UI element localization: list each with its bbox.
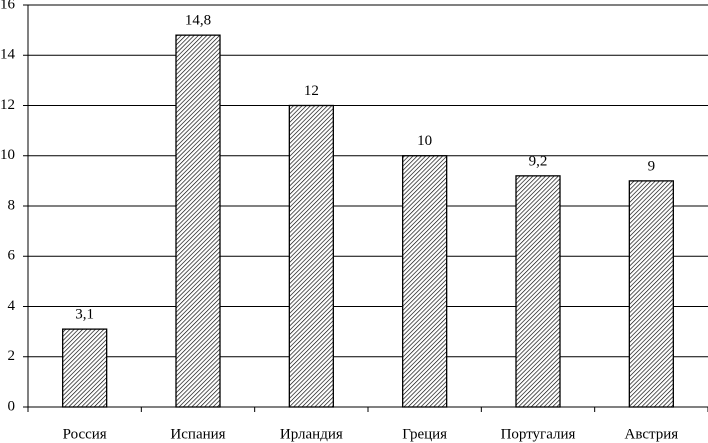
bar	[402, 155, 448, 408]
y-tick-label: 4	[8, 298, 16, 314]
y-tick-label: 12	[0, 97, 15, 113]
x-tick-label: Греция	[402, 426, 447, 442]
value-label: 10	[417, 133, 432, 149]
value-label: 3,1	[75, 307, 94, 323]
y-tick-label: 16	[0, 0, 16, 12]
x-tick-label: Австрия	[625, 426, 679, 442]
bar	[288, 104, 334, 408]
value-label: 12	[304, 83, 319, 99]
value-label: 9	[648, 158, 656, 174]
bar	[175, 34, 221, 408]
y-tick-label: 8	[8, 197, 16, 213]
y-tick-label: 14	[0, 47, 16, 63]
y-tick-label: 0	[8, 398, 16, 414]
bar	[62, 328, 108, 408]
y-tick-label: 10	[0, 147, 15, 163]
value-label: 9,2	[529, 153, 548, 169]
value-label: 14,8	[185, 13, 211, 29]
bar	[515, 175, 561, 408]
x-tick-label: Ирландия	[280, 426, 343, 442]
x-tick-label: Испания	[170, 426, 225, 442]
y-tick-label: 2	[8, 348, 16, 364]
x-tick-label: Россия	[63, 426, 107, 442]
x-tick-label: Португалия	[501, 426, 576, 442]
bar	[628, 180, 674, 408]
y-tick-label: 6	[8, 248, 16, 264]
